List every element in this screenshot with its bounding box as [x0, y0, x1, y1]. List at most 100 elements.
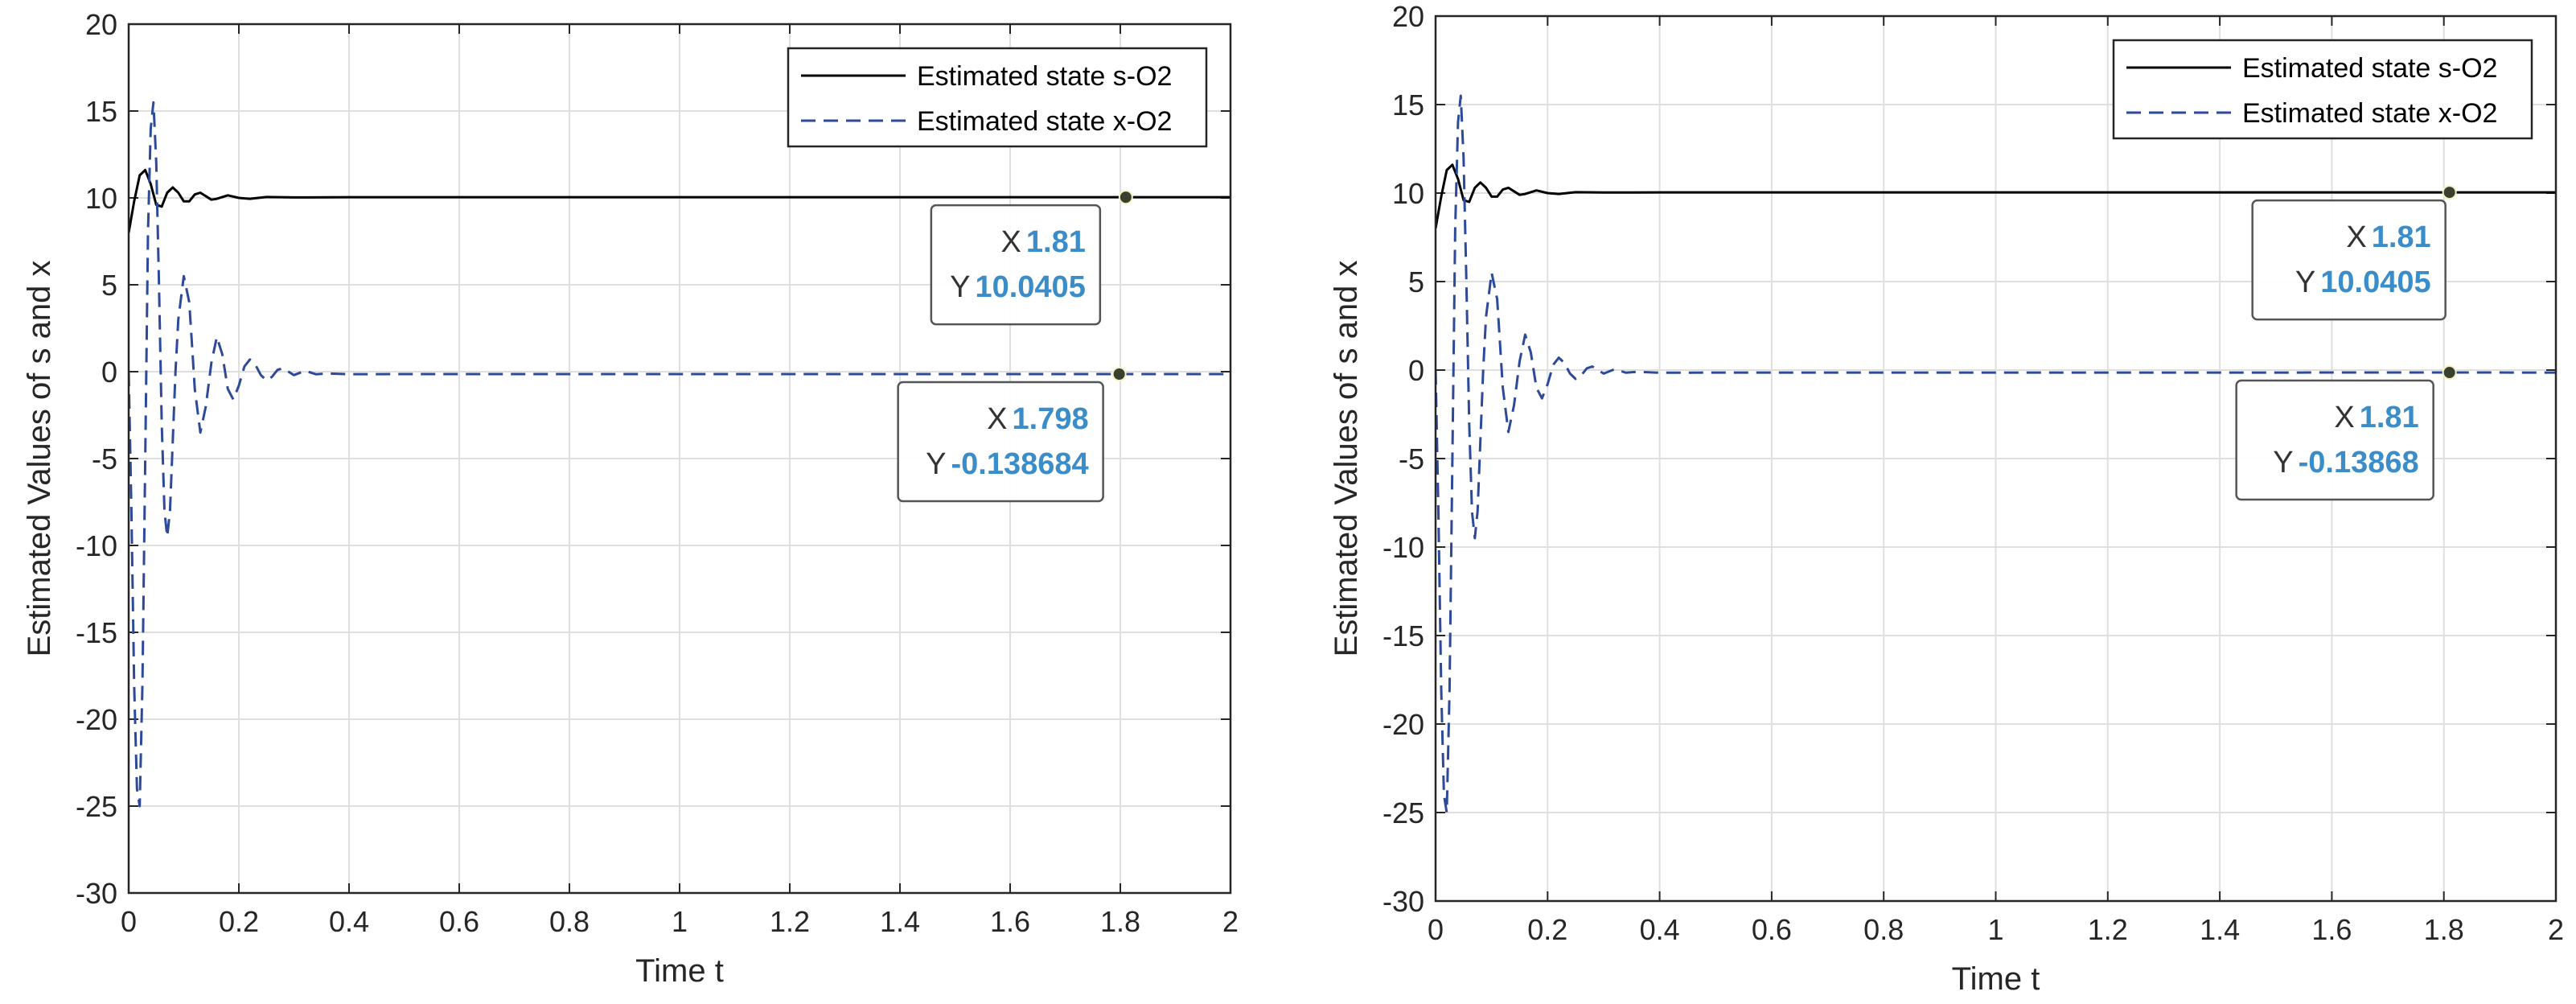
series-line-1	[129, 168, 1230, 233]
x-tick-label: 1.2	[770, 905, 810, 938]
y-tick-label: -20	[1382, 708, 1424, 741]
x-tick-label: 0.6	[439, 905, 479, 938]
datatip-x-value: 1.81	[1026, 225, 1086, 259]
x-tick-label: 2	[1222, 905, 1239, 938]
x-tick-label: 0.2	[219, 905, 259, 938]
x-tick-label: 1.8	[1100, 905, 1140, 938]
datatip-y-value: -0.13868	[2299, 446, 2419, 479]
x-tick-label: 1.8	[2424, 913, 2464, 946]
datatip-x-key: X	[987, 402, 1007, 436]
x-tick-label: 0.2	[1527, 913, 1567, 946]
datatip-y-key: Y	[2273, 446, 2293, 479]
x-tick-label: 1.6	[990, 905, 1030, 938]
datatip-y-row: Y 10.0405	[2295, 265, 2431, 299]
datatip-1: X 1.81 Y 10.0405	[2251, 185, 2457, 321]
axes-box	[127, 23, 1232, 895]
axes-box	[1434, 14, 2558, 903]
x-tick-label: 0	[121, 905, 137, 938]
y-axis-label: Estimated Values of s and x	[1329, 261, 1364, 657]
y-tick-label: -30	[1382, 885, 1424, 918]
x-tick-label: 0.6	[1752, 913, 1792, 946]
datatip-2: X 1.81 Y -0.13868	[2235, 365, 2457, 501]
x-tick-label: 1.4	[2200, 913, 2240, 946]
x-tick-label: 1	[672, 905, 688, 938]
chart-2: 0 0.2 0.4 0.6 0.8 1 1.2 1.4 1.6 1.8 2 -30 -25 -20 -15 -…	[1329, 0, 2564, 997]
x-tick-label: 0.8	[1863, 913, 1904, 946]
y-tick-label: -5	[92, 442, 117, 475]
datatip-2: X 1.798 Y -0.138684	[897, 366, 1127, 503]
y-tick-label: 15	[1392, 88, 1424, 121]
x-tick-label: 1.2	[2088, 913, 2128, 946]
y-tick-label: 20	[85, 8, 117, 41]
datatip-y-key: Y	[2295, 265, 2315, 299]
series-line-2	[1436, 94, 2556, 814]
y-tick-label: 10	[85, 182, 117, 215]
datatip-y-row: Y -0.13868	[2273, 446, 2418, 479]
y-tick-label: 0	[1408, 354, 1424, 387]
datatip-x-value: 1.798	[1013, 402, 1089, 436]
datatip-box	[930, 204, 1102, 326]
datatip-y-value: 10.0405	[975, 270, 1085, 304]
datatip-x-row: X 1.81	[2346, 220, 2430, 254]
datatip-marker	[1111, 366, 1127, 381]
datatip-x-key: X	[1001, 225, 1021, 259]
x-tick-label: 2	[2548, 913, 2564, 946]
chart-1: 0 0.2 0.4 0.6 0.8 1 1.2 1.4 1.6 1.8 2 -30 -25 -20 -15 -…	[22, 8, 1239, 989]
legend-label-2: Estimated state x-O2	[2242, 98, 2497, 129]
datatip-x-key: X	[2346, 220, 2366, 254]
y-tick-label: 5	[101, 269, 117, 302]
datatip-y-key: Y	[926, 447, 946, 481]
y-tick-label: -15	[76, 616, 117, 649]
y-tick-label: 15	[85, 95, 117, 128]
y-tick-label: -15	[1382, 619, 1424, 652]
series-line-2	[129, 101, 1230, 808]
datatip-marker	[1118, 190, 1133, 205]
datatip-x-row: X 1.81	[2334, 401, 2418, 434]
legend-label-1: Estimated state s-O2	[917, 61, 1172, 92]
y-tick-label: -25	[1382, 796, 1424, 829]
legend: Estimated state s-O2 Estimated state x-O2	[2112, 39, 2533, 140]
x-tick-label: 0.4	[329, 905, 369, 938]
y-tick-label: -10	[1382, 531, 1424, 564]
y-tick-label: -20	[76, 703, 117, 736]
y-tick-label: -5	[1399, 442, 1424, 475]
x-tick-label: 0.8	[549, 905, 590, 938]
datatip-marker	[2442, 185, 2457, 200]
x-tick-label: 0	[1428, 913, 1444, 946]
legend-box	[2112, 39, 2533, 140]
legend-label-2: Estimated state x-O2	[917, 106, 1172, 137]
datatip-box	[2251, 199, 2447, 321]
datatip-y-key: Y	[950, 270, 970, 304]
datatip-y-value: -0.138684	[951, 447, 1088, 481]
datatip-x-row: X 1.81	[1001, 225, 1086, 259]
y-tick-label: -30	[76, 877, 117, 910]
datatip-x-row: X 1.798	[987, 402, 1088, 436]
y-axis-label: Estimated Values of s and x	[22, 261, 57, 657]
datatip-marker	[2442, 365, 2457, 381]
y-tick-label: -25	[76, 790, 117, 823]
datatip-x-key: X	[2334, 401, 2354, 434]
x-axis-label: Time t	[635, 953, 724, 989]
datatip-x-value: 1.81	[2360, 401, 2419, 434]
datatip-y-row: Y -0.138684	[926, 447, 1089, 481]
y-tick-label: 10	[1392, 177, 1424, 210]
datatip-box	[897, 381, 1104, 503]
x-tick-label: 0.4	[1640, 913, 1680, 946]
y-tick-label: 0	[101, 356, 117, 389]
datatip-1: X 1.81 Y 10.0405	[930, 190, 1133, 326]
x-tick-label: 1.6	[2311, 913, 2352, 946]
x-tick-label: 1	[1987, 913, 2003, 946]
x-tick-label: 1.4	[880, 905, 920, 938]
y-tick-label: 20	[1392, 0, 1424, 33]
legend-box	[787, 47, 1208, 148]
legend: Estimated state s-O2 Estimated state x-O2	[787, 47, 1208, 148]
y-tick-label: -10	[76, 529, 117, 562]
datatip-x-value: 1.81	[2372, 220, 2431, 254]
y-tick-label: 5	[1408, 265, 1424, 298]
series-line-1	[1436, 163, 2556, 229]
datatip-box	[2235, 379, 2434, 501]
datatip-y-value: 10.0405	[2320, 265, 2430, 299]
x-axis-label: Time t	[1952, 961, 2040, 997]
legend-label-1: Estimated state s-O2	[2242, 53, 2497, 84]
